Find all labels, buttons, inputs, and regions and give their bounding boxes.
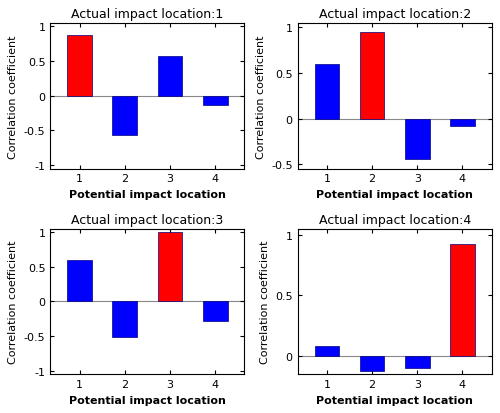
Bar — [202, 301, 228, 321]
Bar — [158, 56, 182, 97]
X-axis label: Potential impact location: Potential impact location — [69, 395, 226, 405]
Bar — [158, 233, 182, 301]
Bar — [450, 119, 474, 126]
X-axis label: Potential impact location: Potential impact location — [69, 190, 226, 199]
Y-axis label: Correlation coefficient: Correlation coefficient — [260, 240, 270, 363]
Y-axis label: Correlation coefficient: Correlation coefficient — [8, 240, 18, 363]
Bar — [68, 260, 92, 301]
Title: Actual impact location:3: Actual impact location:3 — [72, 214, 224, 226]
X-axis label: Potential impact location: Potential impact location — [316, 190, 473, 199]
Title: Actual impact location:2: Actual impact location:2 — [318, 8, 471, 21]
Bar — [202, 97, 228, 106]
Bar — [314, 347, 340, 356]
Title: Actual impact location:1: Actual impact location:1 — [72, 8, 224, 21]
Bar — [112, 97, 138, 136]
Bar — [112, 301, 138, 338]
Bar — [314, 65, 340, 119]
Bar — [68, 36, 92, 97]
Bar — [360, 356, 384, 371]
X-axis label: Potential impact location: Potential impact location — [316, 395, 473, 405]
Title: Actual impact location:4: Actual impact location:4 — [318, 214, 471, 226]
Bar — [360, 33, 384, 119]
Y-axis label: Correlation coefficient: Correlation coefficient — [256, 35, 266, 158]
Bar — [450, 244, 474, 356]
Bar — [405, 119, 429, 159]
Bar — [405, 356, 429, 368]
Y-axis label: Correlation coefficient: Correlation coefficient — [8, 35, 18, 158]
